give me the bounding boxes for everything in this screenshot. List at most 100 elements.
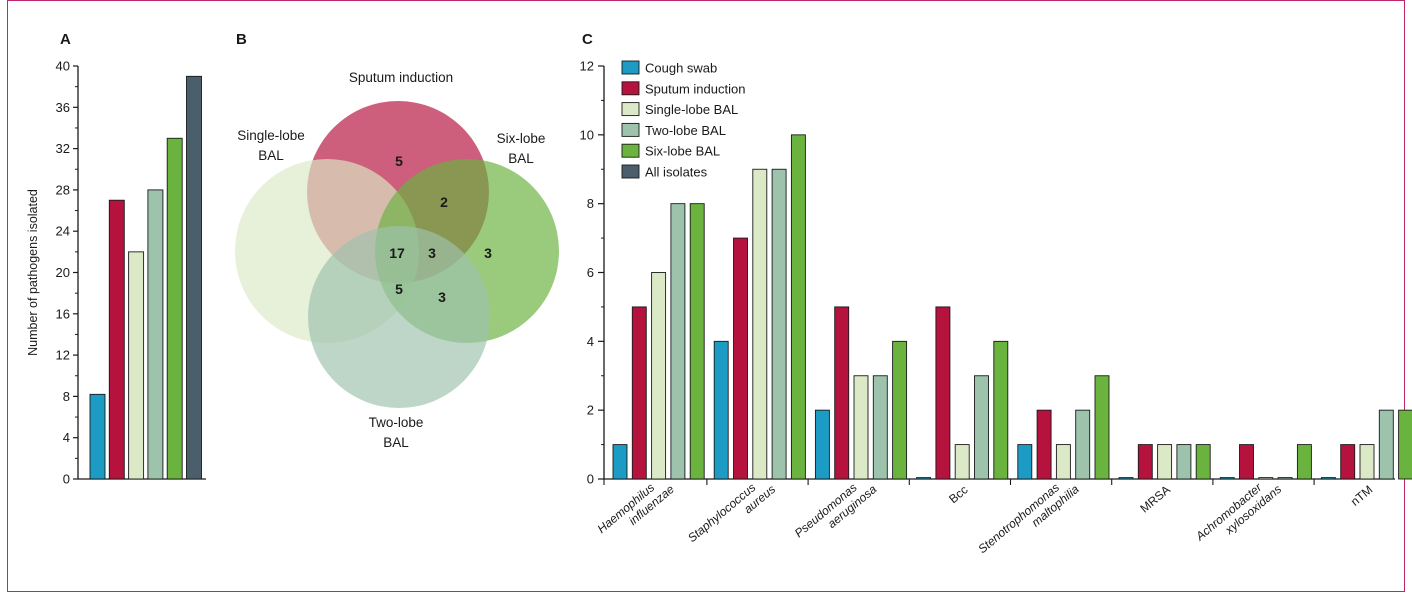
- bar: [1258, 477, 1274, 480]
- venn-set-label: Two-lobe: [369, 415, 424, 430]
- x-category-label: Pseudomonasaeruginosa: [792, 471, 880, 551]
- legend-entry: All isolates: [645, 165, 708, 180]
- y-tick-label: 0: [587, 472, 594, 487]
- bar: [733, 237, 748, 480]
- bar: [1340, 444, 1356, 480]
- y-tick-label: 12: [56, 348, 70, 363]
- bar: [892, 340, 908, 480]
- x-category-label: MRSA: [1137, 483, 1173, 516]
- legend-swatch: [621, 143, 640, 158]
- bar: [612, 444, 628, 480]
- bar: [689, 203, 705, 480]
- bar: [1359, 444, 1375, 480]
- bar: [1137, 444, 1153, 480]
- venn-region-count: 3: [428, 245, 436, 261]
- bar: [834, 306, 850, 480]
- bar: [872, 375, 888, 480]
- bar: [853, 375, 869, 480]
- bar: [1075, 409, 1091, 480]
- panel-a-letter: A: [60, 31, 71, 48]
- y-tick-label: 40: [56, 59, 70, 74]
- bar: [771, 168, 787, 480]
- bar: [1277, 477, 1293, 480]
- legend-entry: Cough swab: [645, 61, 717, 76]
- y-tick-label: 36: [56, 100, 70, 115]
- x-category-label: Haemophilusinfluenzae: [595, 471, 678, 547]
- bar: [1118, 477, 1134, 480]
- bar: [954, 444, 970, 480]
- bar: [651, 272, 667, 480]
- x-category-line: Bcc: [946, 483, 970, 507]
- bar: [1094, 375, 1110, 480]
- venn-region-count: 5: [395, 281, 403, 297]
- bar: [166, 137, 183, 480]
- legend-swatch: [621, 60, 640, 75]
- panel-c: 0 2 4 6 8 10 12 Haemophilusinfluenzae Staphyloco…: [580, 59, 1412, 567]
- bar: [993, 340, 1009, 480]
- bar: [1017, 444, 1033, 480]
- panel-b-letter: B: [236, 31, 247, 48]
- y-tick-label: 6: [587, 265, 594, 280]
- y-tick-label: 16: [56, 306, 70, 321]
- legend-swatch: [621, 81, 640, 96]
- venn-set-label: Single-lobe: [237, 128, 305, 143]
- venn-set-label: Sputum induction: [349, 70, 453, 85]
- venn-region-count: 5: [395, 153, 403, 169]
- bar: [147, 189, 164, 480]
- bar: [186, 75, 202, 480]
- legend-swatch: [621, 102, 640, 117]
- y-tick-label: 12: [580, 59, 594, 74]
- y-tick-label: 32: [56, 141, 70, 156]
- y-tick-label: 20: [56, 265, 70, 280]
- venn-set-label: BAL: [383, 435, 409, 450]
- bar: [1398, 409, 1412, 480]
- panel-c-letter: C: [582, 31, 593, 48]
- bar: [89, 393, 106, 480]
- bar: [713, 340, 729, 480]
- bar: [128, 251, 145, 480]
- y-tick-label: 4: [63, 430, 70, 445]
- x-category-label: Staphylococcusaureus: [685, 471, 778, 555]
- bar: [1239, 444, 1254, 480]
- bar: [108, 199, 125, 480]
- x-category-label: Achromobacterxylosoxidans: [1192, 471, 1284, 554]
- bar: [974, 375, 989, 480]
- bar: [814, 409, 830, 480]
- bar: [935, 306, 951, 480]
- legend-entry: Two-lobe BAL: [645, 123, 726, 138]
- bar: [670, 203, 686, 480]
- bar: [752, 168, 768, 480]
- venn-region-count: 3: [484, 245, 492, 261]
- bar: [1036, 409, 1052, 480]
- venn-set-circle: [308, 226, 490, 408]
- legend-entry: Single-lobe BAL: [645, 102, 738, 117]
- venn-set-label: Six-lobe: [497, 131, 546, 146]
- y-tick-label: 0: [63, 472, 70, 487]
- x-category-line: nTM: [1348, 483, 1375, 509]
- panel-b: Sputum induction Single-lobe BAL Six-lobe BA…: [235, 70, 559, 450]
- venn-set-label: BAL: [508, 151, 534, 166]
- y-axis-title: Number of pathogens isolated: [26, 189, 40, 356]
- legend-entry: Sputum induction: [645, 81, 745, 96]
- y-tick-label: 2: [587, 403, 594, 418]
- bar: [1055, 444, 1071, 480]
- y-tick-label: 28: [56, 182, 70, 197]
- bar: [1195, 444, 1211, 480]
- venn-region-count: 3: [438, 289, 446, 305]
- bar: [1219, 477, 1235, 480]
- x-category-line: MRSA: [1137, 483, 1173, 516]
- y-tick-label: 8: [587, 196, 594, 211]
- bar: [1378, 409, 1394, 480]
- bar: [631, 306, 647, 480]
- x-category-label: Stenotrophomonasmaltophilia: [975, 471, 1082, 567]
- venn-region-count: 2: [440, 194, 448, 210]
- venn-region-count: 17: [389, 245, 405, 261]
- x-category-label: Bcc: [946, 483, 970, 507]
- venn-set-label: BAL: [258, 148, 284, 163]
- y-tick-label: 10: [580, 127, 594, 142]
- bar: [1176, 444, 1192, 480]
- bar: [916, 477, 932, 480]
- bar: [1320, 477, 1336, 480]
- x-category-label: nTM: [1348, 483, 1375, 509]
